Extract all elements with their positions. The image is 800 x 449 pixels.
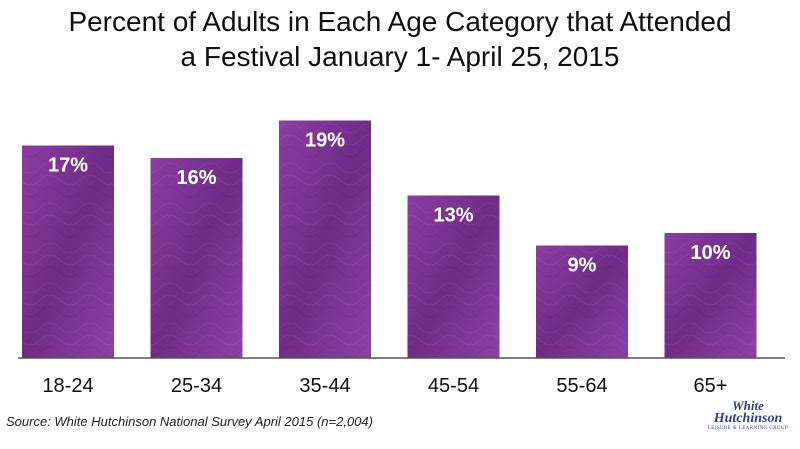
x-tick-35-44: 35-44: [299, 375, 350, 397]
x-tick-65+: 65+: [694, 375, 728, 397]
logo-line-1: White: [732, 398, 764, 413]
x-tick-25-34: 25-34: [171, 375, 222, 397]
bar-value-label-65+: 10%: [690, 242, 730, 264]
bar-value-label-18-24: 17%: [48, 155, 88, 177]
bar-texture-25-34: [150, 158, 243, 358]
source-note: Source: White Hutchinson National Survey…: [6, 414, 373, 429]
bar-value-label-45-54: 13%: [433, 205, 473, 227]
logo-line-3: LEISURE & LEARNING GROUP: [707, 426, 789, 431]
bars-group: 17% 16% 19% 13% 9% 10%: [22, 120, 757, 358]
bar-value-label-35-44: 19%: [305, 130, 345, 152]
white-hutchinson-logo: White Hutchinson LEISURE & LEARNING GROU…: [702, 398, 794, 444]
x-tick-labels: 18-24 25-34 35-44 45-54 55-64 65+: [42, 375, 727, 397]
x-tick-18-24: 18-24: [42, 375, 93, 397]
x-tick-55-64: 55-64: [556, 375, 607, 397]
bar-texture-45-54: [407, 195, 500, 358]
bar-value-label-55-64: 9%: [568, 255, 597, 277]
logo-line-2: Hutchinson: [713, 411, 783, 426]
chart-title: Percent of Adults in Each Age Category t…: [0, 4, 800, 74]
chart-title-line-2: a Festival January 1- April 25, 2015: [180, 41, 620, 72]
chart-title-line-1: Percent of Adults in Each Age Category t…: [68, 6, 732, 37]
bar-texture-18-24: [22, 145, 114, 358]
bar-texture-35-44: [279, 120, 371, 358]
x-tick-45-54: 45-54: [428, 375, 479, 397]
bar-texture-65+: [664, 233, 757, 358]
bar-texture-55-64: [536, 245, 628, 358]
bar-value-label-25-34: 16%: [176, 167, 216, 189]
